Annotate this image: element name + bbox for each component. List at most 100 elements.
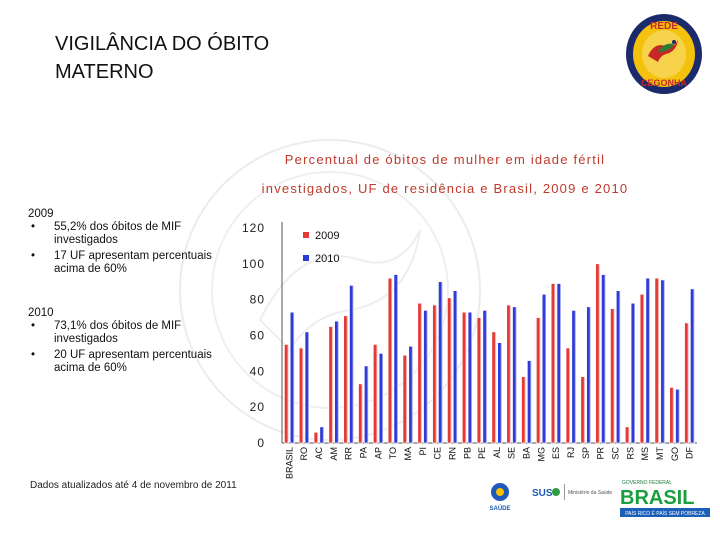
x-tick-label: AP — [373, 447, 383, 459]
summary-2009-bullets: • 55,2% dos óbitos de MIF investigados • 1… — [28, 221, 228, 276]
bar-2009-highlight — [302, 348, 304, 443]
bar-2009-highlight — [287, 344, 289, 443]
x-tick-label: RS — [625, 447, 635, 460]
summary-2010-bullet-1-text: 73,1% dos óbitos de MIF investigados — [54, 320, 182, 345]
slide-title-line-2: MATERNO — [55, 61, 154, 83]
bar-2010-highlight — [693, 288, 695, 443]
governo-federal-text: GOVERNO FEDERAL — [622, 480, 672, 486]
bullet-icon: • — [31, 349, 36, 361]
x-tick-label: MS — [640, 447, 650, 461]
logo-text-bottom: CEGONHA — [641, 78, 688, 88]
y-tick-label: 0 — [257, 436, 265, 450]
slide-title: VIGILÂNCIA DO ÓBITO MATERNO — [55, 30, 355, 86]
bar-2009-highlight — [494, 331, 497, 443]
bar-2009-highlight — [376, 344, 378, 443]
ministerio-saude-text: Ministério da Saúde — [568, 490, 612, 496]
bar-2010-highlight — [367, 365, 369, 443]
sus-logo: SUS — [532, 488, 560, 499]
footnote: Dados atualizados até 4 de novembro de 2… — [30, 480, 237, 491]
bar-2009-highlight — [317, 432, 319, 443]
x-tick-label: DF — [685, 447, 695, 459]
bar-2009-highlight — [346, 315, 348, 443]
y-tick-label: 120 — [242, 221, 265, 235]
x-tick-label: AL — [492, 447, 502, 458]
summary-2010-year: 2010 — [28, 307, 54, 319]
bar-2010-highlight — [411, 346, 413, 443]
bar-2010-highlight — [322, 426, 325, 443]
bar-2010-highlight — [530, 360, 532, 443]
x-tick-label: TO — [388, 447, 398, 459]
y-tick-label: 80 — [250, 293, 265, 307]
y-tick-label: 40 — [250, 364, 265, 378]
summary-2010-bullet-2-text: 20 UF apresentam percentuais acima de 60… — [54, 349, 212, 374]
legend-swatch-2010 — [303, 255, 309, 261]
summary-2009-bullet-1: • 55,2% dos óbitos de MIF investigados — [28, 221, 228, 247]
x-tick-label: PA — [359, 447, 369, 458]
bar-2010-highlight — [352, 285, 354, 443]
bar-2010-highlight — [574, 310, 577, 443]
governo-federal-logo: GOVERNO FEDERAL BRASIL PAÍS RICO É PAÍS … — [620, 480, 710, 517]
bar-2010-highlight — [545, 294, 547, 443]
bar-2009-highlight — [583, 376, 586, 443]
bar-2010-highlight — [441, 281, 443, 443]
bar-2009-highlight — [331, 326, 334, 443]
rede-cegonha-logo: REDE CEGONHA — [626, 14, 702, 94]
x-tick-label: RO — [299, 447, 309, 461]
bar-2010-highlight — [396, 274, 399, 443]
summary-2010-bullet-1: • 73,1% dos óbitos de MIF investigados — [28, 320, 228, 346]
bar-2010-highlight — [648, 278, 651, 443]
x-tick-label: MA — [403, 447, 413, 461]
ministerio-saude-logo: Ministério da Saúde — [564, 484, 612, 500]
saude-logo: SAÚDE — [489, 483, 511, 512]
bar-2010-highlight — [634, 303, 636, 443]
summary-2009-bullet-1-text: 55,2% dos óbitos de MIF investigados — [54, 221, 182, 246]
footer-logos: SAÚDE SUS Ministério da Saúde GOVERNO FE… — [489, 480, 710, 517]
bar-2010-highlight — [515, 306, 517, 443]
bar-2009-highlight — [672, 387, 674, 443]
x-tick-label: AC — [314, 447, 324, 460]
x-tick-label: RN — [447, 447, 457, 460]
x-tick-label: AM — [329, 447, 339, 461]
bar-2010-highlight — [426, 310, 428, 443]
bar-2010-highlight — [471, 312, 473, 443]
x-tick-label: SC — [610, 447, 620, 460]
legend-swatch-2009 — [303, 232, 309, 238]
bar-2009-highlight — [524, 376, 526, 443]
bar-2010-highlight — [337, 321, 339, 443]
bar-2010-highlight — [619, 290, 621, 443]
x-tick-label: MG — [536, 447, 546, 462]
bar-2010-highlight — [589, 306, 591, 443]
sus-logo-text: SUS — [532, 488, 553, 499]
x-tick-label: BRASIL — [284, 447, 294, 479]
bar-2009-highlight — [539, 317, 541, 443]
bar-2009-highlight — [465, 312, 467, 443]
bar-2009-highlight — [405, 355, 408, 443]
summary-2009-year: 2009 — [28, 208, 54, 220]
x-tick-label: SE — [507, 447, 517, 459]
brasil-wordmark: BRASIL — [620, 487, 694, 509]
y-tick-label: 100 — [242, 257, 265, 271]
chart-title: Percentual de óbitos de mulher em idade … — [190, 145, 700, 203]
x-tick-label: GO — [670, 447, 680, 461]
y-tick-label: 20 — [250, 400, 265, 414]
bar-2010-highlight — [604, 274, 606, 443]
bar-2010-highlight — [559, 283, 562, 443]
x-tick-label: ES — [551, 447, 561, 459]
summary-2010: 2010 • 73,1% dos óbitos de MIF investigad… — [28, 307, 228, 378]
bar-2010-highlight — [485, 310, 488, 443]
x-tick-label: MT — [655, 447, 665, 460]
bar-2009-highlight — [480, 317, 482, 443]
x-tick-label: PE — [477, 447, 487, 459]
x-tick-label: RR — [344, 447, 354, 460]
legend-label-2010: 2010 — [315, 253, 339, 265]
bar-2009-highlight — [628, 426, 630, 443]
brasil-slogan: PAÍS RICO É PAÍS SEM POBREZA — [625, 510, 705, 517]
saude-logo-text: SAÚDE — [489, 505, 510, 512]
x-tick-label: PB — [462, 447, 472, 459]
summary-2010-bullet-2: • 20 UF apresentam percentuais acima de 6… — [28, 349, 228, 375]
bar-2009-highlight — [613, 308, 615, 443]
summary-2009: 2009 • 55,2% dos óbitos de MIF investigad… — [28, 208, 228, 279]
x-tick-label: CE — [433, 447, 443, 460]
chart-title-line-1: Percentual de óbitos de mulher em idade … — [284, 152, 606, 167]
